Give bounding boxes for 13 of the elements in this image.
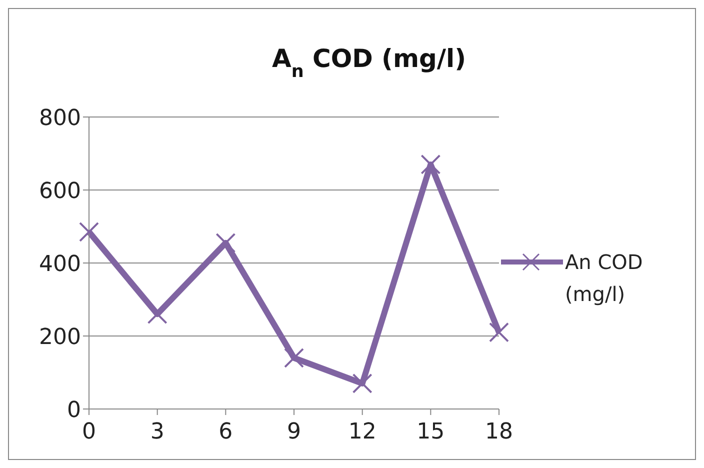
x-tick-label: 18 — [485, 420, 513, 445]
x-tick-label: 9 — [287, 420, 301, 445]
y-tick-label: 800 — [39, 106, 81, 131]
x-tick-label: 6 — [218, 420, 233, 445]
y-tick-label: 600 — [39, 178, 81, 204]
y-tick-label: 400 — [39, 252, 81, 277]
y-tick-label: 0 — [67, 398, 81, 423]
x-tick-label: 15 — [416, 420, 445, 445]
legend-label: An COD (mg/l) — [565, 249, 644, 308]
x-tick-label: 12 — [348, 420, 376, 445]
x-tick-label: 3 — [150, 420, 164, 445]
y-tick-label: 200 — [39, 324, 81, 350]
chart-title: A$_{n}$ COD (mg/l) — [272, 44, 466, 82]
